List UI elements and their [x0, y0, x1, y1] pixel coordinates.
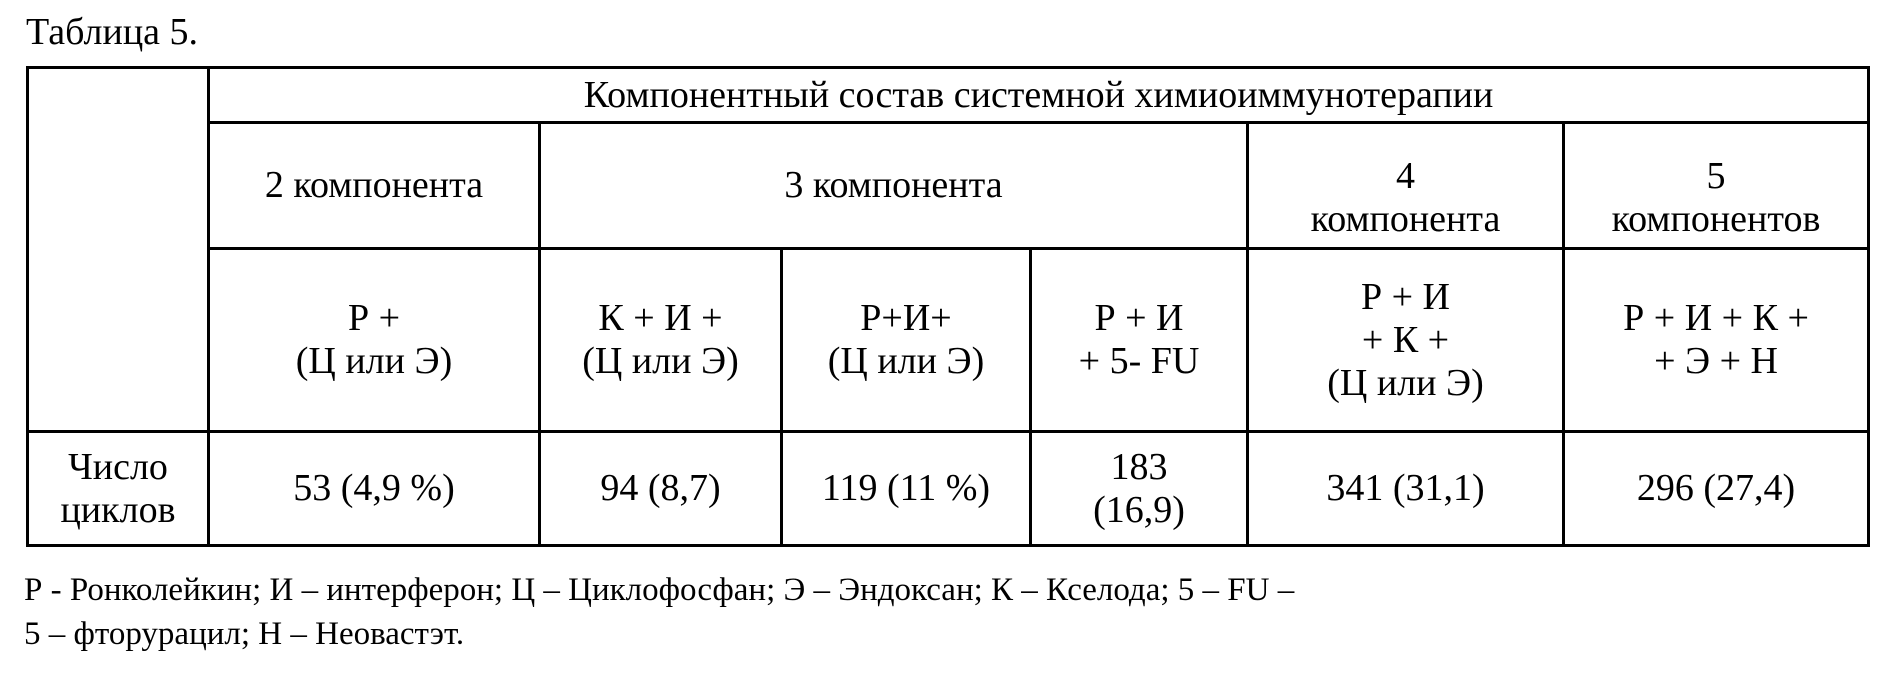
cell-line: Р + И + К + [1565, 297, 1867, 340]
cell-line: Р + И [1032, 297, 1246, 340]
regimen-cell: Р + И+ 5- FU [1031, 249, 1248, 432]
cell-line: (Ц или Э) [1249, 362, 1562, 405]
group-header-cell: Компонентный состав системной химиоиммун… [209, 68, 1869, 123]
cell-line: + 5- FU [1032, 340, 1246, 383]
cell-line: 296 (27,4) [1565, 467, 1867, 510]
cell-line: 5 [1565, 155, 1867, 198]
component-count-cell: 4компонента [1248, 123, 1564, 249]
cell-line: (Ц или Э) [783, 340, 1029, 383]
cell-line: Р+И+ [783, 297, 1029, 340]
value-cell: 53 (4,9 %) [209, 432, 540, 546]
footnote-line: 5 – фторурацил; Н – Неовастэт. [24, 614, 464, 654]
regimen-cell: К + И +(Ц или Э) [540, 249, 782, 432]
cell-line: 4 [1249, 155, 1562, 198]
cell-line: (Ц или Э) [541, 340, 780, 383]
chemoimmunotherapy-table: Компонентный состав системной химиоиммун… [26, 66, 1870, 547]
component-count-cell: 5компонентов [1564, 123, 1869, 249]
empty-corner-cell [28, 68, 209, 432]
regimen-cell: Р +(Ц или Э) [209, 249, 540, 432]
value-cell: 296 (27,4) [1564, 432, 1869, 546]
cell-line: + К + [1249, 319, 1562, 362]
cell-line: Р + [210, 297, 538, 340]
footnote-line: Р - Ронколейкин; И – интерферон; Ц – Цик… [24, 570, 1294, 610]
table-caption: Таблица 5. [26, 10, 198, 54]
cell-line: 119 (11 %) [783, 467, 1029, 510]
cell-line: 53 (4,9 %) [210, 467, 538, 510]
regimen-cell: Р+И+(Ц или Э) [782, 249, 1031, 432]
row-label-cell: Числоциклов [28, 432, 209, 546]
cell-line: циклов [29, 489, 207, 532]
cell-line: К + И + [541, 297, 780, 340]
component-count-cell: 2 компонента [209, 123, 540, 249]
cell-line: Число [29, 446, 207, 489]
cell-line: 2 компонента [210, 164, 538, 207]
value-cell: 341 (31,1) [1248, 432, 1564, 546]
cell-line: (16,9) [1032, 489, 1246, 532]
cell-line: 341 (31,1) [1249, 467, 1562, 510]
cell-line: 3 компонента [541, 164, 1246, 207]
value-cell: 183(16,9) [1031, 432, 1248, 546]
value-cell: 94 (8,7) [540, 432, 782, 546]
cell-line: компонентов [1565, 198, 1867, 241]
cell-line: 94 (8,7) [541, 467, 780, 510]
cell-line: (Ц или Э) [210, 340, 538, 383]
regimen-cell: Р + И+ К +(Ц или Э) [1248, 249, 1564, 432]
cell-line: компонента [1249, 198, 1562, 241]
regimen-cell: Р + И + К ++ Э + Н [1564, 249, 1869, 432]
value-cell: 119 (11 %) [782, 432, 1031, 546]
cell-line: 183 [1032, 446, 1246, 489]
component-count-cell: 3 компонента [540, 123, 1248, 249]
cell-line: Р + И [1249, 276, 1562, 319]
cell-line: + Э + Н [1565, 340, 1867, 383]
